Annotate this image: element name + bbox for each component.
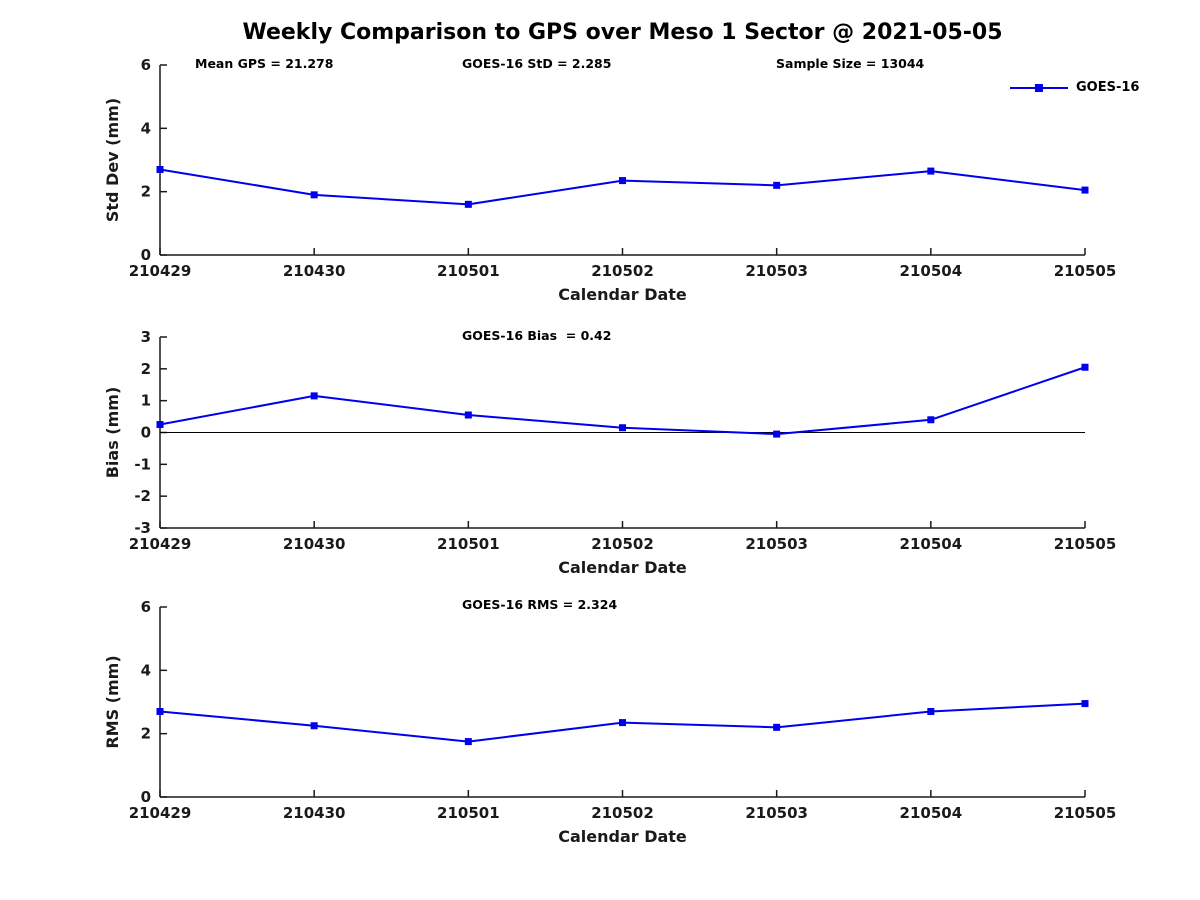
y-tick-label: -1 xyxy=(134,455,151,473)
x-tick-label: 210504 xyxy=(900,804,963,822)
x-axis-title: Calendar Date xyxy=(558,827,687,846)
y-tick-label: 0 xyxy=(141,788,151,806)
y-tick-label: 6 xyxy=(141,598,151,616)
plot-bias: -3 -2 -1 0 1 2 3 210429 210430 210501 210502 210503… xyxy=(103,328,1116,577)
y-axis-title: Bias (mm) xyxy=(103,387,122,479)
stat-goes-std: GOES-16 StD = 2.285 xyxy=(462,56,612,71)
series-line xyxy=(159,366,1086,436)
x-tick-label: 210502 xyxy=(591,262,654,280)
stat-goes-rms: GOES-16 RMS = 2.324 xyxy=(462,597,618,612)
data-point-marker xyxy=(464,411,472,419)
y-tick-label: 2 xyxy=(141,183,151,201)
x-tick-label: 210503 xyxy=(745,535,808,553)
data-point-marker xyxy=(156,166,164,173)
plot-rms: 0 2 4 6 210429 210430 210501 210502 210503 210504… xyxy=(103,598,1116,846)
x-tick-label: 210501 xyxy=(437,804,500,822)
y-axis-title: Std Dev (mm) xyxy=(103,98,122,222)
y-tick-label: -3 xyxy=(134,519,151,537)
x-axis-title: Calendar Date xyxy=(558,558,687,577)
y-tick-label: 4 xyxy=(141,661,151,679)
data-point-marker xyxy=(773,181,781,189)
data-point-marker xyxy=(927,167,935,175)
data-point-marker xyxy=(619,424,626,432)
legend-line-marker-icon xyxy=(1010,83,1068,92)
stat-goes-bias: GOES-16 Bias = 0.42 xyxy=(462,328,612,343)
y-tick-label: 0 xyxy=(141,424,151,442)
data-point-marker xyxy=(773,430,781,438)
y-axis-title: RMS (mm) xyxy=(103,655,122,748)
figure-title: Weekly Comparison to GPS over Meso 1 Sec… xyxy=(242,20,1003,45)
y-tick-label: -2 xyxy=(134,487,151,505)
x-tick-label: 210429 xyxy=(129,804,192,822)
data-point-marker xyxy=(773,723,781,731)
data-point-marker xyxy=(310,392,318,400)
legend: GOES-16 xyxy=(1008,80,1139,95)
y-tick-label: 3 xyxy=(141,328,151,346)
data-point-marker xyxy=(464,738,472,746)
data-point-marker xyxy=(927,416,935,424)
x-tick-label: 210430 xyxy=(283,262,346,280)
x-tick-label: 210505 xyxy=(1054,535,1117,553)
x-tick-label: 210502 xyxy=(591,804,654,822)
x-tick-label: 210505 xyxy=(1054,262,1117,280)
data-point-marker xyxy=(1081,363,1089,371)
x-tick-label: 210430 xyxy=(283,535,346,553)
y-tick-label: 2 xyxy=(141,725,151,743)
x-tick-label: 210429 xyxy=(129,262,192,280)
legend-label: GOES-16 xyxy=(1076,80,1140,95)
data-point-marker xyxy=(310,722,318,730)
x-axis-title: Calendar Date xyxy=(558,285,687,304)
data-point-marker xyxy=(619,719,626,727)
y-tick-label: 1 xyxy=(141,392,151,410)
x-tick-label: 210501 xyxy=(437,535,500,553)
stat-sample-size: Sample Size = 13044 xyxy=(776,56,925,71)
x-tick-label: 210504 xyxy=(900,262,963,280)
data-point-marker xyxy=(1081,700,1089,708)
data-point-marker xyxy=(464,200,472,208)
data-point-marker xyxy=(156,708,164,715)
y-tick-label: 2 xyxy=(141,360,151,378)
y-tick-label: 0 xyxy=(141,246,151,264)
x-tick-label: 210504 xyxy=(900,535,963,553)
stat-mean-gps: Mean GPS = 21.278 xyxy=(195,56,334,71)
data-point-marker xyxy=(1081,186,1089,194)
series-line xyxy=(159,168,1086,206)
y-tick-label: 6 xyxy=(141,56,151,74)
data-point-marker xyxy=(310,191,318,199)
data-point-marker xyxy=(927,708,935,715)
data-point-marker xyxy=(619,177,626,185)
x-tick-label: 210429 xyxy=(129,535,192,553)
x-tick-label: 210430 xyxy=(283,804,346,822)
x-tick-label: 210501 xyxy=(437,262,500,280)
plot-std-dev: 0 2 4 6 210429 210430 210501 210502 210503 210504… xyxy=(103,56,1116,304)
data-point-marker xyxy=(156,421,164,429)
x-tick-label: 210505 xyxy=(1054,804,1117,822)
x-tick-label: 210503 xyxy=(745,804,808,822)
x-tick-label: 210502 xyxy=(591,535,654,553)
y-tick-label: 4 xyxy=(141,119,151,137)
x-tick-label: 210503 xyxy=(745,262,808,280)
